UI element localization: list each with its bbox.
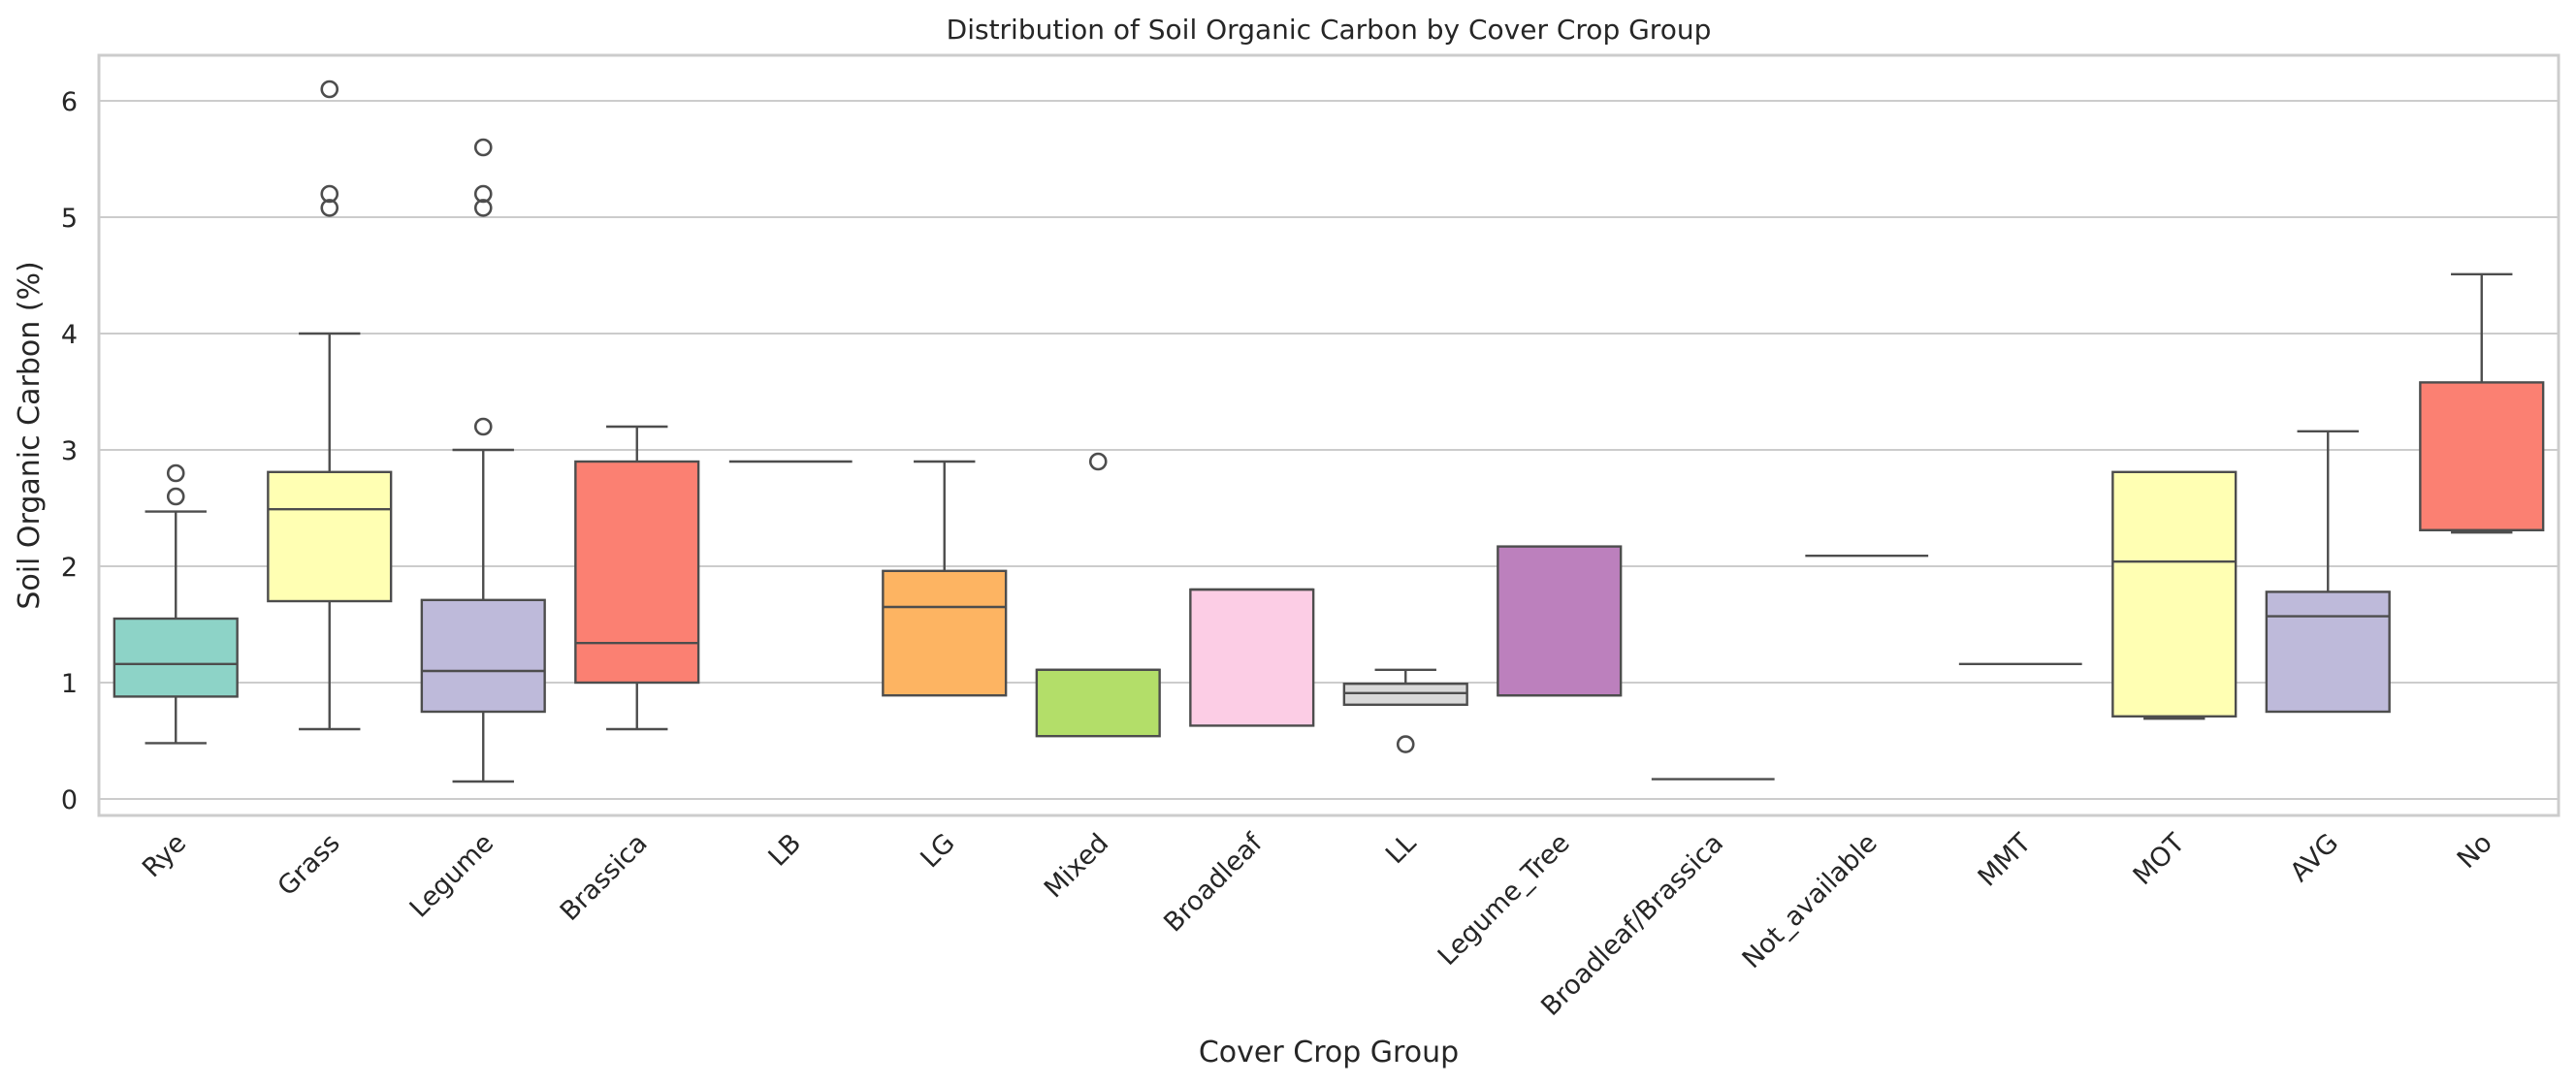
outlier-point <box>320 184 339 204</box>
box-legume <box>420 138 546 783</box>
y-tick-labels: 0 1 2 3 4 5 6 <box>61 87 78 815</box>
chart-title: Distribution of Soil Organic Carbon by C… <box>947 14 1712 46</box>
iqr-box <box>2265 590 2391 714</box>
outlier-point <box>166 487 185 506</box>
box-mot <box>2111 470 2238 720</box>
y-tick-label: 2 <box>61 553 78 583</box>
outlier-point <box>320 199 339 217</box>
x-tick-label: MOT <box>2128 828 2191 891</box>
iqr-box <box>574 460 700 685</box>
x-tick-label: Legume_Tree <box>1433 828 1576 972</box>
outlier-point <box>166 463 185 483</box>
outlier-point <box>1088 452 1108 471</box>
y-tick-label: 1 <box>61 669 78 699</box>
x-tick-label: No <box>2452 828 2498 875</box>
iqr-box <box>1497 545 1623 697</box>
outlier-point <box>320 80 339 99</box>
x-axis-label: Cover Crop Group <box>1199 1036 1459 1069</box>
x-tick-label: LL <box>1380 828 1422 870</box>
x-tick-label: AVG <box>2285 828 2345 888</box>
box-avg <box>2265 430 2391 714</box>
box-broadleaf <box>1189 588 1315 727</box>
x-tick-label: LG <box>915 828 960 874</box>
iqr-box <box>267 470 393 603</box>
box-ll <box>1342 668 1468 753</box>
x-tick-label: Grass <box>273 828 346 902</box>
x-tick-label: LB <box>763 828 808 873</box>
box-rye <box>113 463 239 745</box>
x-tick-label: Legume <box>404 828 500 924</box>
box-no <box>2419 272 2545 534</box>
x-tick-label: Rye <box>137 828 192 883</box>
iqr-box <box>420 598 546 714</box>
y-tick-label: 4 <box>61 320 78 350</box>
x-tick-label: Brassica <box>555 828 654 927</box>
outlier-point <box>473 138 493 157</box>
outlier-point <box>1396 735 1415 753</box>
y-axis-label: Soil Organic Carbon (%) <box>13 261 47 609</box>
box-legume-tree <box>1497 545 1623 697</box>
y-tick-label: 0 <box>61 785 78 815</box>
iqr-box <box>113 617 239 698</box>
outlier-point <box>473 184 493 204</box>
x-tick-label: Broadleaf <box>1158 827 1269 938</box>
iqr-box <box>882 569 1008 697</box>
x-tick-labels: Rye Grass Legume Brassica LB LG Mixed Broadleaf… <box>137 827 2498 1022</box>
box-grass <box>267 80 393 731</box>
y-tick-label: 6 <box>61 87 78 117</box>
x-tick-label: Not_available <box>1737 828 1884 974</box>
outlier-point <box>473 199 493 217</box>
box-brassica <box>574 425 700 731</box>
x-tick-label: MMT <box>1973 828 2038 893</box>
iqr-box <box>1189 588 1315 727</box>
y-tick-label: 3 <box>61 436 78 466</box>
plot-frame <box>97 53 2560 817</box>
box-mixed <box>1035 452 1161 738</box>
iqr-box <box>2111 470 2238 718</box>
outlier-point <box>473 417 493 436</box>
x-tick-label: Mixed <box>1039 828 1114 904</box>
box-lg <box>882 460 1008 697</box>
y-tick-label: 5 <box>61 204 78 234</box>
boxes <box>113 80 2545 783</box>
iqr-box <box>1035 668 1161 738</box>
iqr-box <box>2419 381 2545 531</box>
